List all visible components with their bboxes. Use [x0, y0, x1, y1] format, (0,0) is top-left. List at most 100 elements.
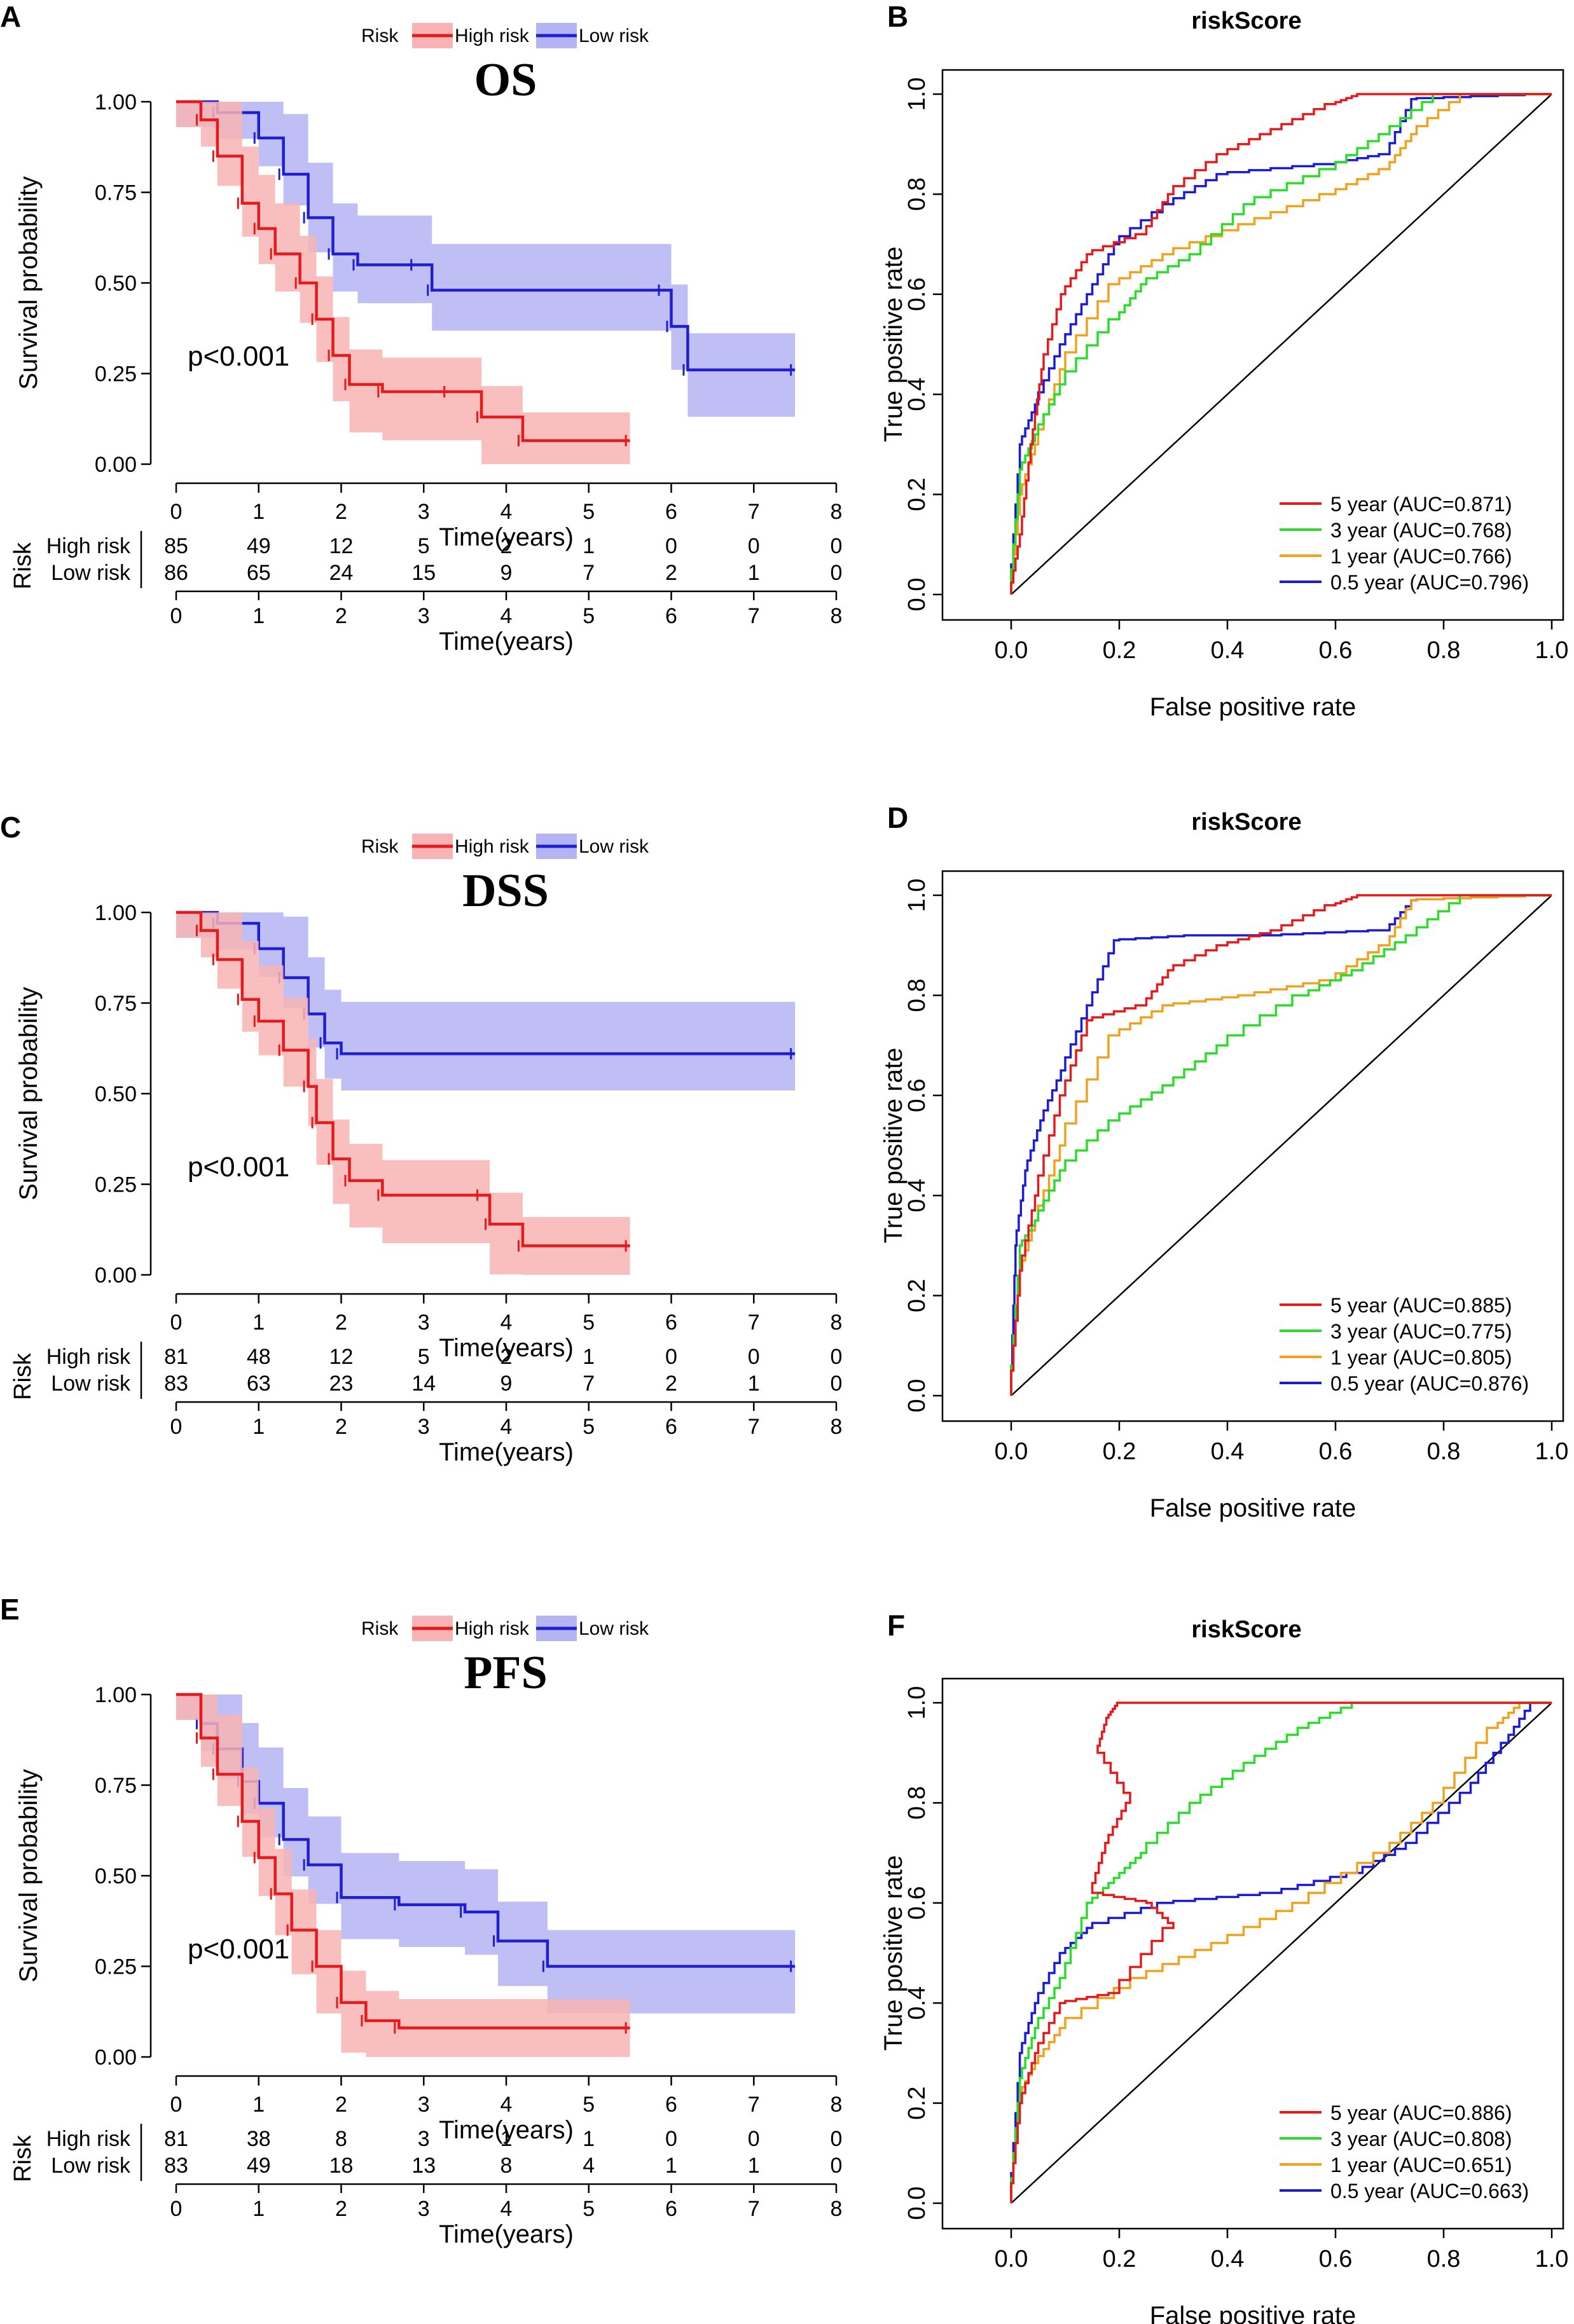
y-tick-label: 0.6 — [904, 277, 930, 311]
y-tick-label: 0.6 — [904, 1078, 930, 1112]
y-axis-label: Survival probability — [15, 176, 43, 390]
legend-entry-2: 1 year (AUC=0.651) — [1330, 2154, 1512, 2176]
y-tick-label: 1.00 — [95, 1683, 137, 1707]
x-tick-label: 4 — [501, 1415, 513, 1439]
km-panel-E: E Risk High risk Low risk 0 1 2 3 4 5 6 7 8 0.00 0.25 0… — [0, 1593, 842, 2248]
y-tick-label: 0.2 — [904, 2086, 930, 2120]
x-tick-label: 4 — [501, 2197, 513, 2221]
risk-count-high: 0 — [831, 1345, 843, 1369]
roc-curve-step-0 — [1010, 1702, 1552, 2203]
legend-entry-1: 3 year (AUC=0.775) — [1330, 1320, 1512, 1343]
risk-count-low: 14 — [411, 1372, 436, 1396]
risk-count-low: 1 — [665, 2154, 677, 2178]
y-tick-label: 0.00 — [95, 1263, 137, 1288]
risk-count-low: 1 — [748, 2154, 760, 2178]
risk-count-low: 13 — [411, 2154, 436, 2178]
risk-count-high: 85 — [164, 534, 188, 558]
x-tick-label: 7 — [748, 1310, 760, 1335]
y-tick-label: 1.00 — [95, 901, 137, 925]
y-tick-label: 1.00 — [95, 90, 137, 114]
risk-count-high: 5 — [418, 1345, 430, 1369]
x-tick-label: 1 — [252, 2197, 265, 2221]
x-tick-label: 8 — [831, 1310, 843, 1335]
x-axis-label: False positive rate — [1150, 1494, 1357, 1522]
risk-count-low: 0 — [831, 2154, 843, 2178]
plot-box — [941, 69, 1564, 621]
risk-count-low: 0 — [831, 561, 843, 585]
legend-low-label: Low risk — [579, 1618, 649, 1639]
risk-table-title: Risk — [10, 1352, 36, 1400]
y-tick-label: 0.75 — [95, 992, 137, 1016]
x-tick-label: 7 — [748, 604, 760, 628]
x-axis-label: Time(years) — [439, 628, 574, 656]
legend-entry-0: 5 year (AUC=0.871) — [1330, 493, 1512, 516]
y-tick-label: 0.00 — [95, 453, 137, 477]
x-tick-label: 5 — [583, 2197, 595, 2221]
y-axis-label: True positive rate — [880, 1048, 908, 1244]
x-tick-label: 0.0 — [995, 1438, 1028, 1465]
x-tick-label: 7 — [748, 2197, 760, 2221]
roc-title: riskScore — [1191, 1616, 1301, 1643]
x-tick-label: 5 — [583, 1415, 595, 1439]
roc-curve-step-2 — [1010, 93, 1552, 595]
y-tick-label: 0.6 — [904, 1886, 930, 1920]
x-tick-label: 5 — [583, 2093, 595, 2117]
risk-count-high: 0 — [748, 534, 760, 558]
x-tick-label: 0 — [170, 500, 183, 524]
x-tick-label: 0.0 — [995, 2246, 1028, 2272]
x-tick-label: 8 — [831, 1415, 843, 1439]
x-tick-label: 7 — [748, 500, 760, 524]
risk-count-low: 83 — [164, 2154, 188, 2178]
km-title: PFS — [464, 1647, 548, 1699]
risk-count-high: 2 — [501, 534, 513, 558]
x-tick-label: 0.4 — [1211, 2246, 1245, 2272]
roc-curve-step-1 — [1010, 1702, 1552, 2203]
x-tick-label: 8 — [831, 604, 843, 628]
x-tick-label: 0 — [170, 604, 183, 628]
ci-band-low — [176, 102, 796, 417]
x-tick-label: 2 — [335, 1415, 347, 1439]
panel-letter: B — [887, 0, 908, 33]
x-axis-label: Time(years) — [439, 1438, 574, 1466]
km-title: DSS — [462, 865, 549, 917]
x-tick-label: 3 — [418, 2197, 430, 2221]
x-axis-label: False positive rate — [1150, 2302, 1357, 2324]
p-value: p<0.001 — [188, 1152, 289, 1183]
risk-table-title: Risk — [10, 2135, 36, 2182]
x-tick-label: 3 — [418, 604, 430, 628]
risk-table-title: Risk — [10, 542, 36, 589]
risk-count-high: 81 — [164, 1345, 188, 1369]
x-tick-label: 6 — [665, 604, 677, 628]
x-tick-label: 0.6 — [1319, 2246, 1353, 2272]
reference-diagonal — [1011, 1702, 1552, 2204]
y-tick-label: 0.00 — [95, 2046, 137, 2070]
legend-entry-0: 5 year (AUC=0.886) — [1330, 2101, 1512, 2124]
x-tick-label: 5 — [583, 1310, 595, 1335]
x-tick-label: 0.8 — [1427, 2246, 1461, 2272]
risk-table-low-label: Low risk — [51, 561, 131, 585]
risk-count-low: 9 — [501, 561, 513, 585]
y-axis-label: True positive rate — [880, 247, 908, 443]
y-tick-label: 1.0 — [904, 879, 930, 912]
x-tick-label: 2 — [335, 2093, 347, 2117]
risk-count-low: 65 — [247, 561, 271, 585]
legend-title: Risk — [361, 25, 399, 46]
roc-title: riskScore — [1191, 809, 1301, 835]
risk-count-high: 12 — [329, 1345, 354, 1369]
risk-count-low: 1 — [748, 561, 760, 585]
x-tick-label: 2 — [335, 1310, 347, 1335]
x-axis-label: Time(years) — [439, 2220, 574, 2248]
panel-letter: E — [0, 1593, 20, 1626]
legend-low-label: Low risk — [579, 25, 649, 46]
legend-entry-2: 1 year (AUC=0.805) — [1330, 1346, 1512, 1369]
y-tick-label: 0.4 — [904, 1179, 930, 1213]
risk-count-high: 81 — [164, 2127, 188, 2151]
km-legend: Risk High risk Low risk — [361, 1616, 649, 1641]
roc-curve-step-1 — [1010, 894, 1552, 1396]
risk-table-high-label: High risk — [46, 1345, 131, 1369]
x-axis-label: Time(years) — [439, 1334, 574, 1362]
legend-title: Risk — [361, 1618, 399, 1639]
